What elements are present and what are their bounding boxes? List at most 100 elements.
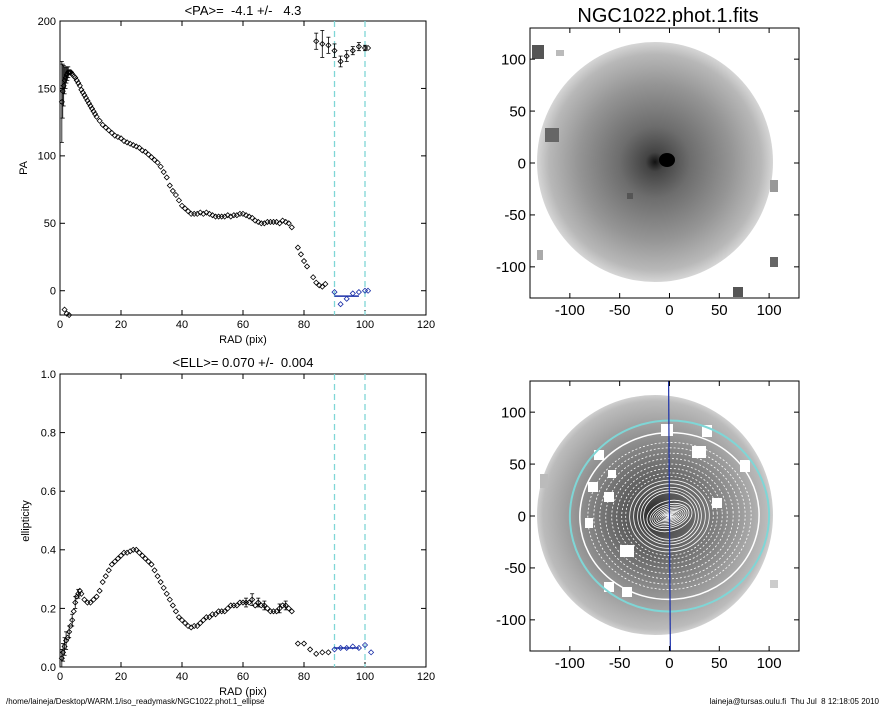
ell-ytick-label: 0.4 — [41, 545, 56, 557]
pa-data-point — [246, 213, 253, 220]
isophote-ellipse — [599, 452, 740, 580]
pa-data-point — [325, 42, 332, 49]
ell-axes: 0 20 40 60 80 100 120 0.0 0.2 0.4 0.6 0.8 1.0 — [41, 369, 435, 683]
ell-data-point — [200, 617, 207, 624]
pa-data-point — [282, 218, 289, 226]
pa-plot-frame — [59, 20, 427, 316]
ell-data-point — [194, 622, 201, 630]
isophote-ellipse — [593, 447, 746, 585]
isophote-ellipse — [643, 492, 696, 540]
ell-data-point — [148, 561, 155, 568]
pa-data-point — [203, 209, 210, 216]
ell-data-point — [151, 567, 158, 574]
ell-data-point — [206, 614, 213, 621]
pa-data-point — [255, 218, 262, 226]
pa-data-point — [142, 148, 149, 155]
pa-data-point — [133, 143, 140, 150]
pa-data-point — [114, 133, 122, 141]
isophote-ellipse — [649, 502, 690, 530]
isophote-ellipse — [611, 463, 728, 569]
pa-data-point — [288, 224, 295, 231]
ell-data-point — [361, 641, 369, 649]
pa-data-point — [300, 257, 308, 265]
eimg-xtick-label: 100 — [757, 655, 782, 672]
pa-data-point — [194, 210, 201, 217]
pa-data-point — [117, 135, 125, 142]
ell-data-point — [255, 599, 262, 606]
pa-data-point — [108, 129, 115, 137]
eimg-ytick-label: -50 — [504, 560, 526, 577]
ell-ytick-label: 0.8 — [41, 427, 56, 439]
ell-data-point — [181, 619, 189, 627]
ell-data-point — [233, 602, 240, 609]
ell-xlabel: RAD (pix) — [219, 686, 267, 698]
pa-data-point — [90, 108, 97, 115]
pa-data-point — [124, 139, 131, 146]
ell-data-point — [319, 649, 326, 656]
pa-data-point — [364, 44, 372, 52]
ell-data-point — [221, 608, 228, 615]
ell-data-point — [288, 608, 295, 615]
ell-xtick-label: 100 — [356, 671, 374, 683]
ell-data-marks — [58, 374, 375, 668]
ell-data-point — [185, 622, 192, 630]
pa-data-point — [163, 174, 170, 181]
pa-data-point — [227, 213, 234, 220]
pa-data-point — [331, 289, 338, 296]
ell-xtick-label: 40 — [176, 671, 188, 683]
ell-data-point — [313, 650, 320, 657]
eimg-ytick-label: -100 — [496, 612, 526, 629]
pa-ytick-label: 100 — [38, 151, 56, 163]
pa-data-point — [279, 217, 286, 224]
ell-data-point — [67, 622, 74, 630]
pa-data-point — [185, 208, 192, 215]
pa-data-point — [96, 117, 103, 124]
pa-data-point — [166, 182, 173, 189]
ell-plot-frame — [59, 373, 427, 668]
isophote-ellipse — [651, 504, 688, 528]
image-panel: NGC1022.phot.1.fits -100 -50 0 50 100 -100 -50… — [496, 5, 800, 319]
footer-timestamp: laineja@tursas.oulu.fi Thu Jul 8 12:18:0… — [710, 697, 880, 706]
pa-axes: 0 20 40 60 80 100 120 0 50 100 150 200 — [38, 16, 436, 331]
ell-data-point — [105, 567, 112, 574]
pa-data-point — [59, 88, 66, 95]
pa-data-point — [221, 213, 228, 220]
pa-data-point — [224, 212, 231, 219]
ell-data-point — [114, 555, 122, 562]
fit-ellipse-outer — [568, 419, 771, 613]
ell-data-point — [108, 561, 115, 568]
pa-data-point — [276, 220, 283, 227]
ell-data-point — [96, 587, 103, 594]
pa-data-point — [343, 295, 350, 302]
pa-data-point — [303, 263, 311, 270]
ell-data-point — [133, 546, 140, 553]
pa-data-point — [78, 86, 85, 93]
eimg-xtick-label: 50 — [711, 655, 728, 672]
img-xtick-label: -50 — [609, 302, 631, 319]
image-title: NGC1022.phot.1.fits — [577, 5, 758, 27]
pa-data-point — [197, 209, 204, 216]
pa-data-point — [178, 202, 186, 209]
isophote-ellipse — [653, 506, 686, 526]
ell-xtick-label: 120 — [417, 671, 435, 683]
pa-ytick-label: 0 — [50, 286, 56, 298]
ell-data-point — [212, 611, 219, 618]
pa-data-point — [343, 52, 350, 60]
pa-data-point — [127, 140, 134, 147]
pa-data-point — [206, 210, 213, 217]
pa-ylabel: PA — [18, 160, 30, 175]
ell-data-point — [178, 617, 186, 624]
ell-data-point — [61, 643, 68, 650]
ell-xtick-label: 60 — [237, 671, 249, 683]
pa-panel: <PA>= -4.1 +/- 4.3 0 20 40 60 80 100 120 0 50 100… — [18, 3, 435, 346]
pa-data-point — [88, 105, 96, 112]
pa-xtick-label: 80 — [298, 319, 310, 331]
ell-data-point — [264, 605, 271, 612]
pa-data-point — [313, 279, 320, 286]
img-ytick-label: -50 — [504, 207, 526, 224]
ell-data-point — [343, 644, 350, 652]
pa-data-point — [65, 69, 72, 76]
ell-ytick-label: 0.2 — [41, 603, 56, 615]
pa-data-point — [82, 94, 89, 101]
